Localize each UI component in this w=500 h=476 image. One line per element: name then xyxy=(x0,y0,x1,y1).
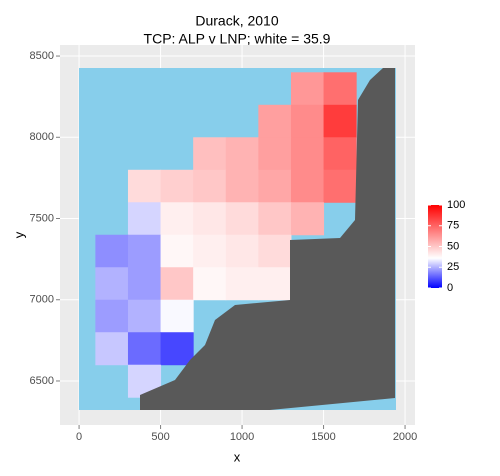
tile xyxy=(225,169,259,203)
tile xyxy=(258,234,292,268)
tile xyxy=(160,202,194,236)
tile xyxy=(160,332,194,366)
tile xyxy=(323,72,357,106)
y-tick-label: 6500 xyxy=(30,375,54,387)
tile xyxy=(290,72,325,106)
x-tick-label: 1000 xyxy=(230,431,254,443)
tile xyxy=(258,202,292,236)
colorbar-label: 25 xyxy=(447,261,459,273)
x-tick-label: 0 xyxy=(76,431,82,443)
tile xyxy=(127,169,162,203)
colorbar-label: 75 xyxy=(447,220,459,232)
tile xyxy=(127,267,162,301)
x-tick-label: 1500 xyxy=(311,431,335,443)
tile xyxy=(193,202,227,236)
tile xyxy=(127,202,162,236)
tile xyxy=(258,169,292,203)
tile xyxy=(160,169,194,203)
chart-subtitle: TCP: ALP v LNP; white = 35.9 xyxy=(144,31,331,47)
tile xyxy=(193,169,227,203)
colorbar-label: 50 xyxy=(447,240,459,252)
y-tick-label: 7500 xyxy=(30,212,54,224)
tile xyxy=(290,202,325,236)
tile xyxy=(290,104,325,138)
tile xyxy=(95,332,129,366)
tile xyxy=(290,137,325,171)
other-land xyxy=(140,68,395,410)
tile xyxy=(225,202,259,236)
tile xyxy=(323,137,357,171)
y-tick-label: 8500 xyxy=(30,50,54,62)
tile xyxy=(160,299,194,333)
tile xyxy=(160,267,194,301)
y-axis-label: y xyxy=(11,231,26,238)
tile xyxy=(258,137,292,171)
tile xyxy=(193,234,227,268)
x-tick-label: 500 xyxy=(151,431,169,443)
tile xyxy=(193,267,227,301)
y-tick-label: 8000 xyxy=(30,131,54,143)
tile xyxy=(95,267,129,301)
tile xyxy=(225,267,259,301)
tile xyxy=(127,234,162,268)
tile xyxy=(258,267,292,301)
tile xyxy=(323,169,357,203)
tile xyxy=(225,234,259,268)
y-tick-label: 7000 xyxy=(30,294,54,306)
tile xyxy=(127,299,162,333)
chart-title: Durack, 2010 xyxy=(195,13,278,29)
tile xyxy=(160,234,194,268)
x-axis-label: x xyxy=(234,449,241,464)
colorbar-label: 100 xyxy=(447,199,465,211)
colorbar xyxy=(428,205,442,288)
tile xyxy=(258,104,292,138)
tile xyxy=(127,332,162,366)
colorbar-label: 0 xyxy=(447,282,453,294)
x-tick-label: 2000 xyxy=(393,431,417,443)
tile xyxy=(193,137,227,171)
tile xyxy=(225,137,259,171)
tile xyxy=(95,299,129,333)
tile xyxy=(323,104,357,138)
tile xyxy=(95,234,129,268)
tile xyxy=(290,169,325,203)
